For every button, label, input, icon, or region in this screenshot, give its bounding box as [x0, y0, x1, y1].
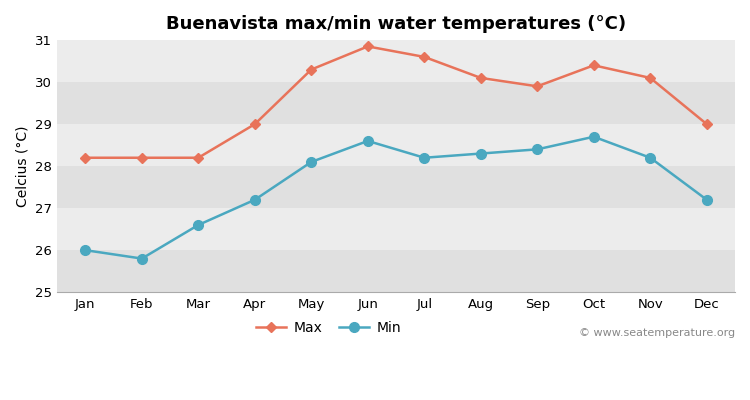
Text: © www.seatemperature.org: © www.seatemperature.org: [579, 328, 735, 338]
Min: [702, 197, 711, 202]
Min: [307, 160, 316, 164]
Max: [137, 155, 146, 160]
Min: [646, 155, 655, 160]
Max: [646, 76, 655, 80]
Max: [81, 155, 90, 160]
Max: [702, 122, 711, 126]
Min: [251, 197, 260, 202]
Min: [420, 155, 429, 160]
Max: [363, 44, 372, 49]
Max: [251, 122, 260, 126]
Min: [532, 147, 542, 152]
Max: [532, 84, 542, 89]
Min: [363, 138, 372, 143]
Bar: [57, 250, 735, 292]
Max: [307, 67, 316, 72]
Line: Max: Max: [82, 42, 710, 162]
Max: [476, 76, 485, 80]
Min: [590, 134, 598, 139]
Line: Min: Min: [80, 132, 712, 264]
Y-axis label: Celcius (°C): Celcius (°C): [15, 125, 29, 207]
Bar: [57, 208, 735, 250]
Legend: Max, Min: Max, Min: [251, 316, 406, 341]
Bar: [57, 82, 735, 124]
Max: [420, 54, 429, 59]
Bar: [57, 40, 735, 82]
Min: [476, 151, 485, 156]
Max: [590, 63, 598, 68]
Title: Buenavista max/min water temperatures (°C): Buenavista max/min water temperatures (°…: [166, 15, 626, 33]
Max: [194, 155, 202, 160]
Min: [137, 256, 146, 261]
Min: [194, 222, 202, 227]
Min: [81, 248, 90, 252]
Bar: [57, 166, 735, 208]
Bar: [57, 124, 735, 166]
